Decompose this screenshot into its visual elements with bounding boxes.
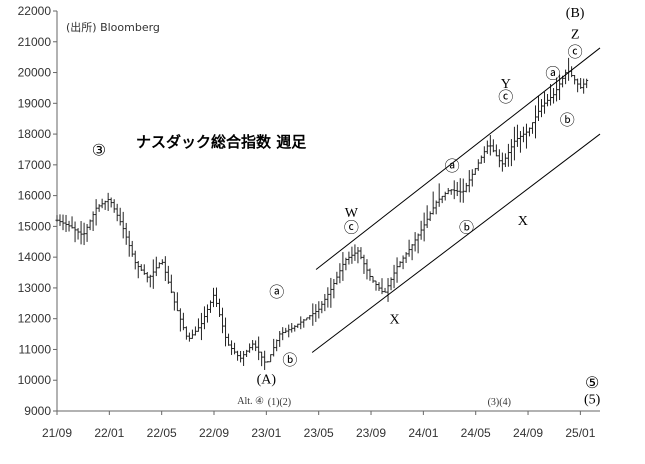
- wave-label: ⓐ: [269, 284, 284, 301]
- x-tick-label: 24/01: [408, 426, 438, 440]
- wave-label: (B): [566, 6, 585, 21]
- wave-label: ⓒ: [498, 89, 513, 106]
- y-tick-label: 14000: [18, 250, 52, 264]
- x-tick-label: 22/01: [94, 426, 124, 440]
- wave-label: X: [518, 214, 528, 229]
- y-tick-label: 13000: [18, 281, 52, 295]
- x-tick-label: 23/01: [251, 426, 281, 440]
- x-tick-label: 22/09: [199, 426, 229, 440]
- wave-label: ⓐ: [445, 158, 460, 175]
- x-tick-label: 23/09: [356, 426, 386, 440]
- wave-label: Alt. ④: [237, 396, 264, 407]
- axes: [53, 10, 600, 415]
- y-tick-label: 15000: [18, 219, 52, 233]
- wave-label: Y: [501, 77, 511, 92]
- wave-label: ⓐ: [545, 66, 560, 83]
- price-bars: [55, 57, 589, 370]
- x-tick-label: 24/05: [461, 426, 491, 440]
- x-tick-label: 24/09: [513, 426, 543, 440]
- y-tick-label: 11000: [19, 342, 52, 356]
- wave-label: (1)(2): [268, 397, 291, 408]
- wave-label: Z: [571, 28, 580, 43]
- y-tick-label: 9000: [24, 404, 51, 418]
- wave-label: ⓑ: [560, 112, 575, 129]
- trend-channel: [311, 47, 601, 353]
- x-tick-labels: 21/09 22/01 22/05 22/09 23/01 23/05 23/09 24/01…: [42, 426, 596, 440]
- wave-label: (3)(4): [488, 397, 511, 408]
- x-tick-label: 23/05: [304, 426, 334, 440]
- x-tick-label: 21/09: [42, 426, 72, 440]
- channel-lower-line: [311, 133, 601, 353]
- y-tick-label: 21000: [18, 35, 52, 49]
- wave-label: W: [345, 206, 359, 221]
- channel-upper-line: [315, 47, 601, 270]
- y-tick-label: 20000: [18, 66, 52, 80]
- wave-label: ⑤: [585, 375, 599, 392]
- wave-label: ⓑ: [282, 352, 297, 369]
- wave-label: (5): [584, 392, 601, 407]
- wave-label: ⓑ: [459, 220, 474, 237]
- y-tick-label: 18000: [18, 127, 52, 141]
- wave-label: (A): [257, 372, 277, 387]
- source-label: (出所) Bloomberg: [66, 20, 160, 34]
- y-tick-label: 12000: [18, 312, 52, 326]
- y-tick-label: 19000: [18, 96, 52, 110]
- wave-label: X: [390, 312, 400, 327]
- wave-label: ③: [92, 143, 106, 160]
- y-tick-labels: 9000 10000 11000 12000 13000 14000 15000 16000 1…: [18, 4, 52, 418]
- y-tick-label: 22000: [18, 4, 52, 18]
- wave-label: ⓒ: [568, 44, 583, 61]
- y-tick-label: 10000: [18, 373, 52, 387]
- y-tick-label: 17000: [18, 158, 52, 172]
- wave-label: ⓒ: [344, 220, 359, 237]
- chart-title: ナスダック総合指数 週足: [136, 133, 307, 151]
- x-tick-label: 22/05: [147, 426, 177, 440]
- wave-labels: ③ ⓐ ⓑ (A) Wⓒ Xⓐ ⓑ Yⓒ Xⓐ ⓑ Zⓒ (B) ⑤ Alt. ④ (1)(2) (3)(4)…: [92, 6, 601, 408]
- x-tick-label: 25/01: [565, 426, 595, 440]
- y-tick-label: 16000: [18, 189, 52, 203]
